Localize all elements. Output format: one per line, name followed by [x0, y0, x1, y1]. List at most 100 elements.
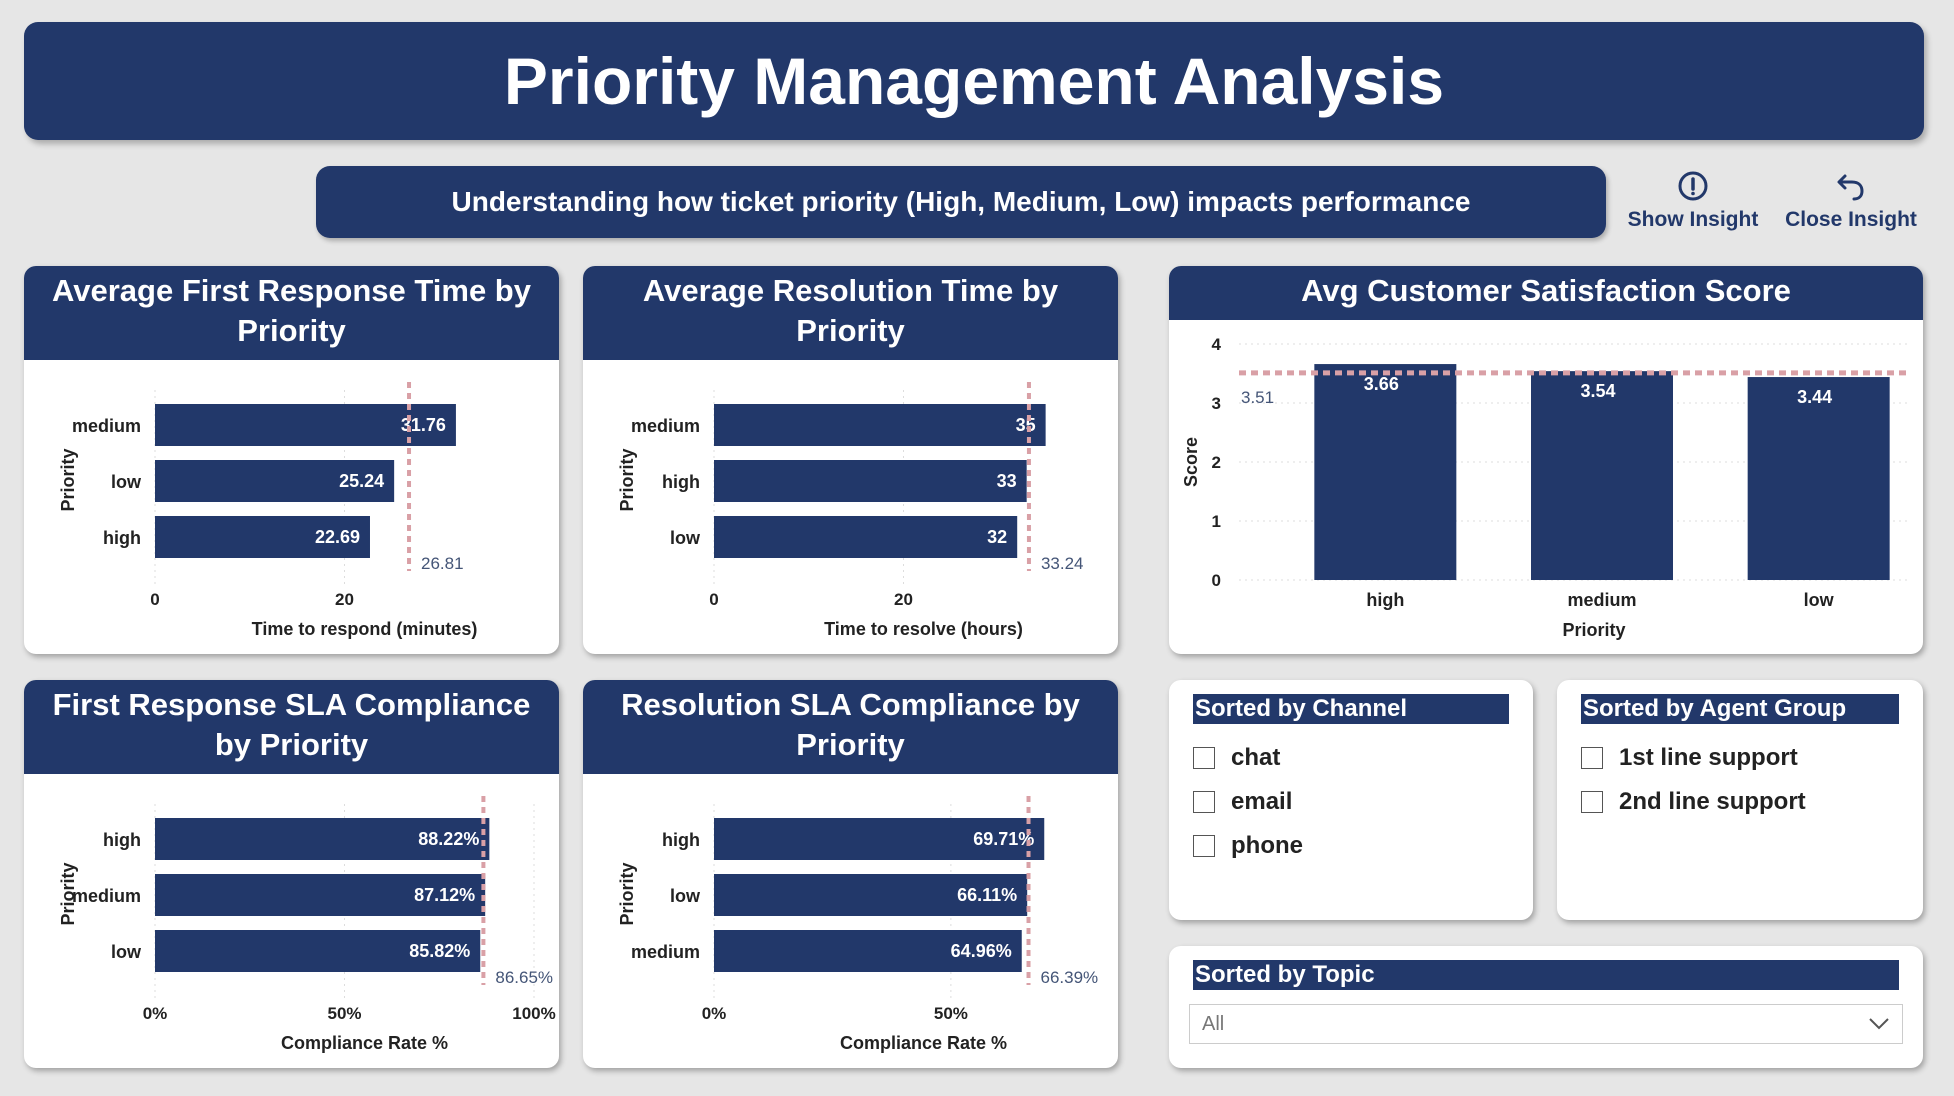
x-tick-label: 100% [512, 1004, 555, 1023]
undo-arrow-icon [1837, 174, 1864, 201]
bar [155, 874, 486, 916]
close-insight-label: Close Insight [1785, 208, 1917, 231]
y-tick-label: 1 [1212, 512, 1221, 531]
category-label: low [1804, 590, 1835, 610]
x-tick-label: 50% [327, 1004, 361, 1023]
y-tick-label: 4 [1212, 335, 1222, 354]
checkbox[interactable] [1581, 791, 1603, 813]
chevron-down-icon [1869, 1018, 1889, 1030]
category-label: high [662, 830, 700, 850]
bar-value-label: 3.44 [1797, 387, 1832, 407]
category-label: medium [72, 416, 141, 436]
x-tick-label: 0 [709, 590, 718, 609]
x-tick-label: 20 [894, 590, 913, 609]
bar-value-label: 64.96% [951, 941, 1012, 961]
bar-value-label: 3.66 [1364, 374, 1399, 394]
y-tick-label: 0 [1212, 571, 1221, 590]
x-axis-title: Time to resolve (hours) [824, 619, 1023, 639]
card-title: Avg Customer Satisfaction Score [1169, 266, 1923, 320]
bar [714, 516, 1018, 558]
category-label: high [103, 830, 141, 850]
x-axis-title: Priority [1562, 620, 1625, 640]
bar-value-label: 88.22% [418, 829, 479, 849]
x-tick-label: 50% [934, 1004, 968, 1023]
x-axis-title: Time to respond (minutes) [252, 619, 478, 639]
channel-options: chat email phone [1193, 736, 1303, 868]
x-tick-label: 0 [150, 590, 159, 609]
card-title: Average First Response Time by Priority [24, 266, 559, 360]
channel-option-chat[interactable]: chat [1193, 736, 1303, 780]
channel-option-phone[interactable]: phone [1193, 824, 1303, 868]
bar-value-label: 22.69 [315, 527, 360, 547]
category-label: high [103, 528, 141, 548]
checkbox[interactable] [1193, 835, 1215, 857]
y-axis-title: Priority [58, 862, 78, 925]
x-axis-title: Compliance Rate % [840, 1033, 1007, 1053]
bar [714, 818, 1045, 860]
resolution-sla-chart: 69.71% high 66.11% low 64.96% medium 66.39% 0% 5… [617, 796, 1099, 1053]
checkbox[interactable] [1193, 791, 1215, 813]
bar [714, 460, 1027, 502]
bar-value-label: 66.11% [957, 885, 1017, 905]
reference-line-label: 3.51 [1241, 388, 1274, 407]
card-title: Average Resolution Time by Priority [583, 266, 1118, 360]
agent-group-option-1st-line[interactable]: 1st line support [1581, 736, 1806, 780]
x-tick-label: 20 [335, 590, 354, 609]
close-insight-button[interactable]: Close Insight [1776, 170, 1926, 240]
csat-card: Avg Customer Satisfaction Score 0 1 2 3 4 3.6… [1169, 266, 1923, 654]
checkbox[interactable] [1193, 747, 1215, 769]
bar-value-label: 32 [987, 527, 1007, 547]
agent-group-options: 1st line support 2nd line support [1581, 736, 1806, 824]
option-label: phone [1231, 832, 1303, 859]
reference-line-label: 33.24 [1041, 554, 1084, 573]
y-tick-label: 2 [1212, 453, 1221, 472]
y-axis-title: Priority [58, 448, 78, 511]
bar [155, 818, 490, 860]
category-label: high [1366, 590, 1404, 610]
y-axis-title: Priority [617, 862, 637, 925]
x-tick-label: 0% [702, 1004, 727, 1023]
page-title-banner: Priority Management Analysis [24, 22, 1924, 140]
category-label: medium [631, 942, 700, 962]
bar-value-label: 69.71% [973, 829, 1034, 849]
category-label: medium [1567, 590, 1636, 610]
card-title: Resolution SLA Compliance by Priority [583, 680, 1118, 774]
channel-option-email[interactable]: email [1193, 780, 1303, 824]
bar-value-label: 35 [1016, 415, 1036, 435]
slicer-title: Sorted by Channel [1193, 694, 1509, 724]
bar-value-label: 3.54 [1580, 381, 1615, 401]
bar [714, 874, 1028, 916]
bar-value-label: 31.76 [401, 415, 446, 435]
option-label: chat [1231, 744, 1281, 771]
option-label: email [1231, 788, 1293, 815]
checkbox[interactable] [1581, 747, 1603, 769]
category-label: low [111, 472, 142, 492]
category-label: high [662, 472, 700, 492]
y-axis-title: Score [1181, 437, 1201, 487]
bar [1747, 377, 1890, 580]
subtitle-banner: Understanding how ticket priority (High,… [316, 166, 1606, 238]
agent-group-option-2nd-line[interactable]: 2nd line support [1581, 780, 1806, 824]
reference-line-label: 26.81 [421, 554, 464, 573]
info-circle-icon [1678, 171, 1708, 201]
slicer-title: Sorted by Agent Group [1581, 694, 1899, 724]
topic-dropdown-value: All [1202, 1012, 1225, 1035]
category-label: low [111, 942, 142, 962]
bar-value-label: 87.12% [414, 885, 475, 905]
x-tick-label: 0% [143, 1004, 168, 1023]
resolution-time-chart: 35 medium 33 high 32 low 33.24 0 20 Time to resol… [617, 382, 1084, 639]
topic-dropdown[interactable]: All [1189, 1004, 1903, 1044]
reference-line-label: 86.65% [495, 968, 553, 987]
bar [155, 516, 370, 558]
bar [155, 404, 456, 446]
category-label: low [670, 528, 701, 548]
first-response-time-card: Average First Response Time by Priority … [24, 266, 559, 654]
csat-chart: 0 1 2 3 4 3.66 high 3.54 medium 3.44 low 3.51 Priori… [1181, 335, 1909, 640]
bar-value-label: 85.82% [409, 941, 470, 961]
show-insight-button[interactable]: Show Insight [1618, 170, 1768, 240]
show-insight-label: Show Insight [1627, 208, 1759, 231]
y-axis-title: Priority [617, 448, 637, 511]
resolution-time-card: Average Resolution Time by Priority 35 me… [583, 266, 1118, 654]
reference-line-label: 66.39% [1041, 968, 1099, 987]
option-label: 2nd line support [1619, 788, 1806, 815]
